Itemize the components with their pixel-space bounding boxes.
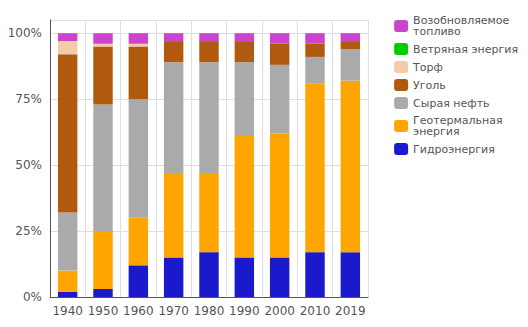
svg-text:энергия: энергия <box>413 125 460 138</box>
svg-text:Торф: Торф <box>412 61 443 74</box>
svg-text:1950: 1950 <box>88 304 119 318</box>
svg-text:Возобновляемое: Возобновляемое <box>413 14 510 27</box>
svg-text:1960: 1960 <box>123 304 154 318</box>
svg-text:2019: 2019 <box>335 304 366 318</box>
svg-text:1940: 1940 <box>52 304 83 318</box>
svg-text:2010: 2010 <box>300 304 331 318</box>
svg-text:0%: 0% <box>23 290 42 304</box>
svg-text:75%: 75% <box>15 92 42 106</box>
svg-text:25%: 25% <box>15 224 42 238</box>
svg-text:Геотермальная: Геотермальная <box>413 114 503 127</box>
svg-text:1990: 1990 <box>229 304 260 318</box>
svg-text:1980: 1980 <box>194 304 225 318</box>
svg-text:Гидроэнергия: Гидроэнергия <box>413 143 495 156</box>
svg-text:1970: 1970 <box>158 304 189 318</box>
svg-text:100%: 100% <box>8 26 42 40</box>
svg-text:топливо: топливо <box>413 25 461 38</box>
svg-text:Ветряная энергия: Ветряная энергия <box>413 43 518 56</box>
svg-text:50%: 50% <box>15 158 42 172</box>
svg-text:2000: 2000 <box>264 304 295 318</box>
svg-text:Уголь: Уголь <box>413 79 446 92</box>
svg-text:Сырая нефть: Сырая нефть <box>413 97 489 110</box>
